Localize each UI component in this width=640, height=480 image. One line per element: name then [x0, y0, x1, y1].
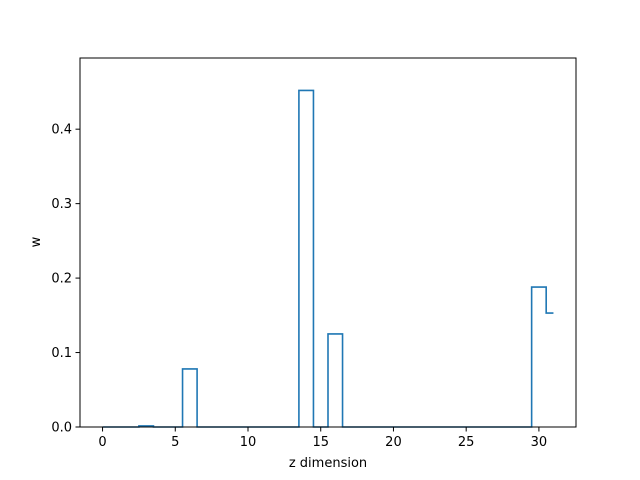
x-tick-label: 20 [385, 435, 402, 450]
y-tick-label: 0.0 [51, 421, 72, 436]
plot-area: 0 5 10 15 20 25 30 0.0 0.1 0.2 0.3 0.4 [51, 57, 577, 450]
y-tick-label: 0.2 [51, 272, 72, 287]
x-tick-label: 25 [458, 435, 475, 450]
x-tick-label: 30 [531, 435, 548, 450]
y-tick-label: 0.1 [51, 346, 72, 361]
y-axis-label: w [29, 236, 44, 247]
x-tick-label: 0 [98, 435, 106, 450]
x-axis-label: z dimension [289, 456, 367, 471]
axes-frame [79, 57, 577, 428]
x-tick-label: 10 [240, 435, 257, 450]
y-tick-label: 0.4 [51, 123, 72, 138]
x-tick-label: 5 [171, 435, 179, 450]
x-tick-label: 15 [312, 435, 329, 450]
y-tick-label: 0.3 [51, 197, 72, 212]
